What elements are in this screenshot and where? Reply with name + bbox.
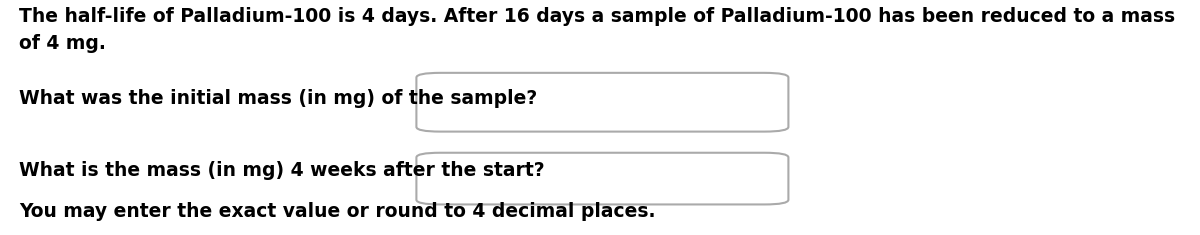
Text: The half-life of Palladium-100 is 4 days. After 16 days a sample of Palladium-10: The half-life of Palladium-100 is 4 days… bbox=[19, 7, 1175, 53]
Text: What was the initial mass (in mg) of the sample?: What was the initial mass (in mg) of the… bbox=[19, 89, 538, 108]
Text: You may enter the exact value or round to 4 decimal places.: You may enter the exact value or round t… bbox=[19, 202, 655, 221]
Text: What is the mass (in mg) 4 weeks after the start?: What is the mass (in mg) 4 weeks after t… bbox=[19, 161, 545, 180]
FancyBboxPatch shape bbox=[416, 73, 788, 132]
FancyBboxPatch shape bbox=[416, 153, 788, 204]
